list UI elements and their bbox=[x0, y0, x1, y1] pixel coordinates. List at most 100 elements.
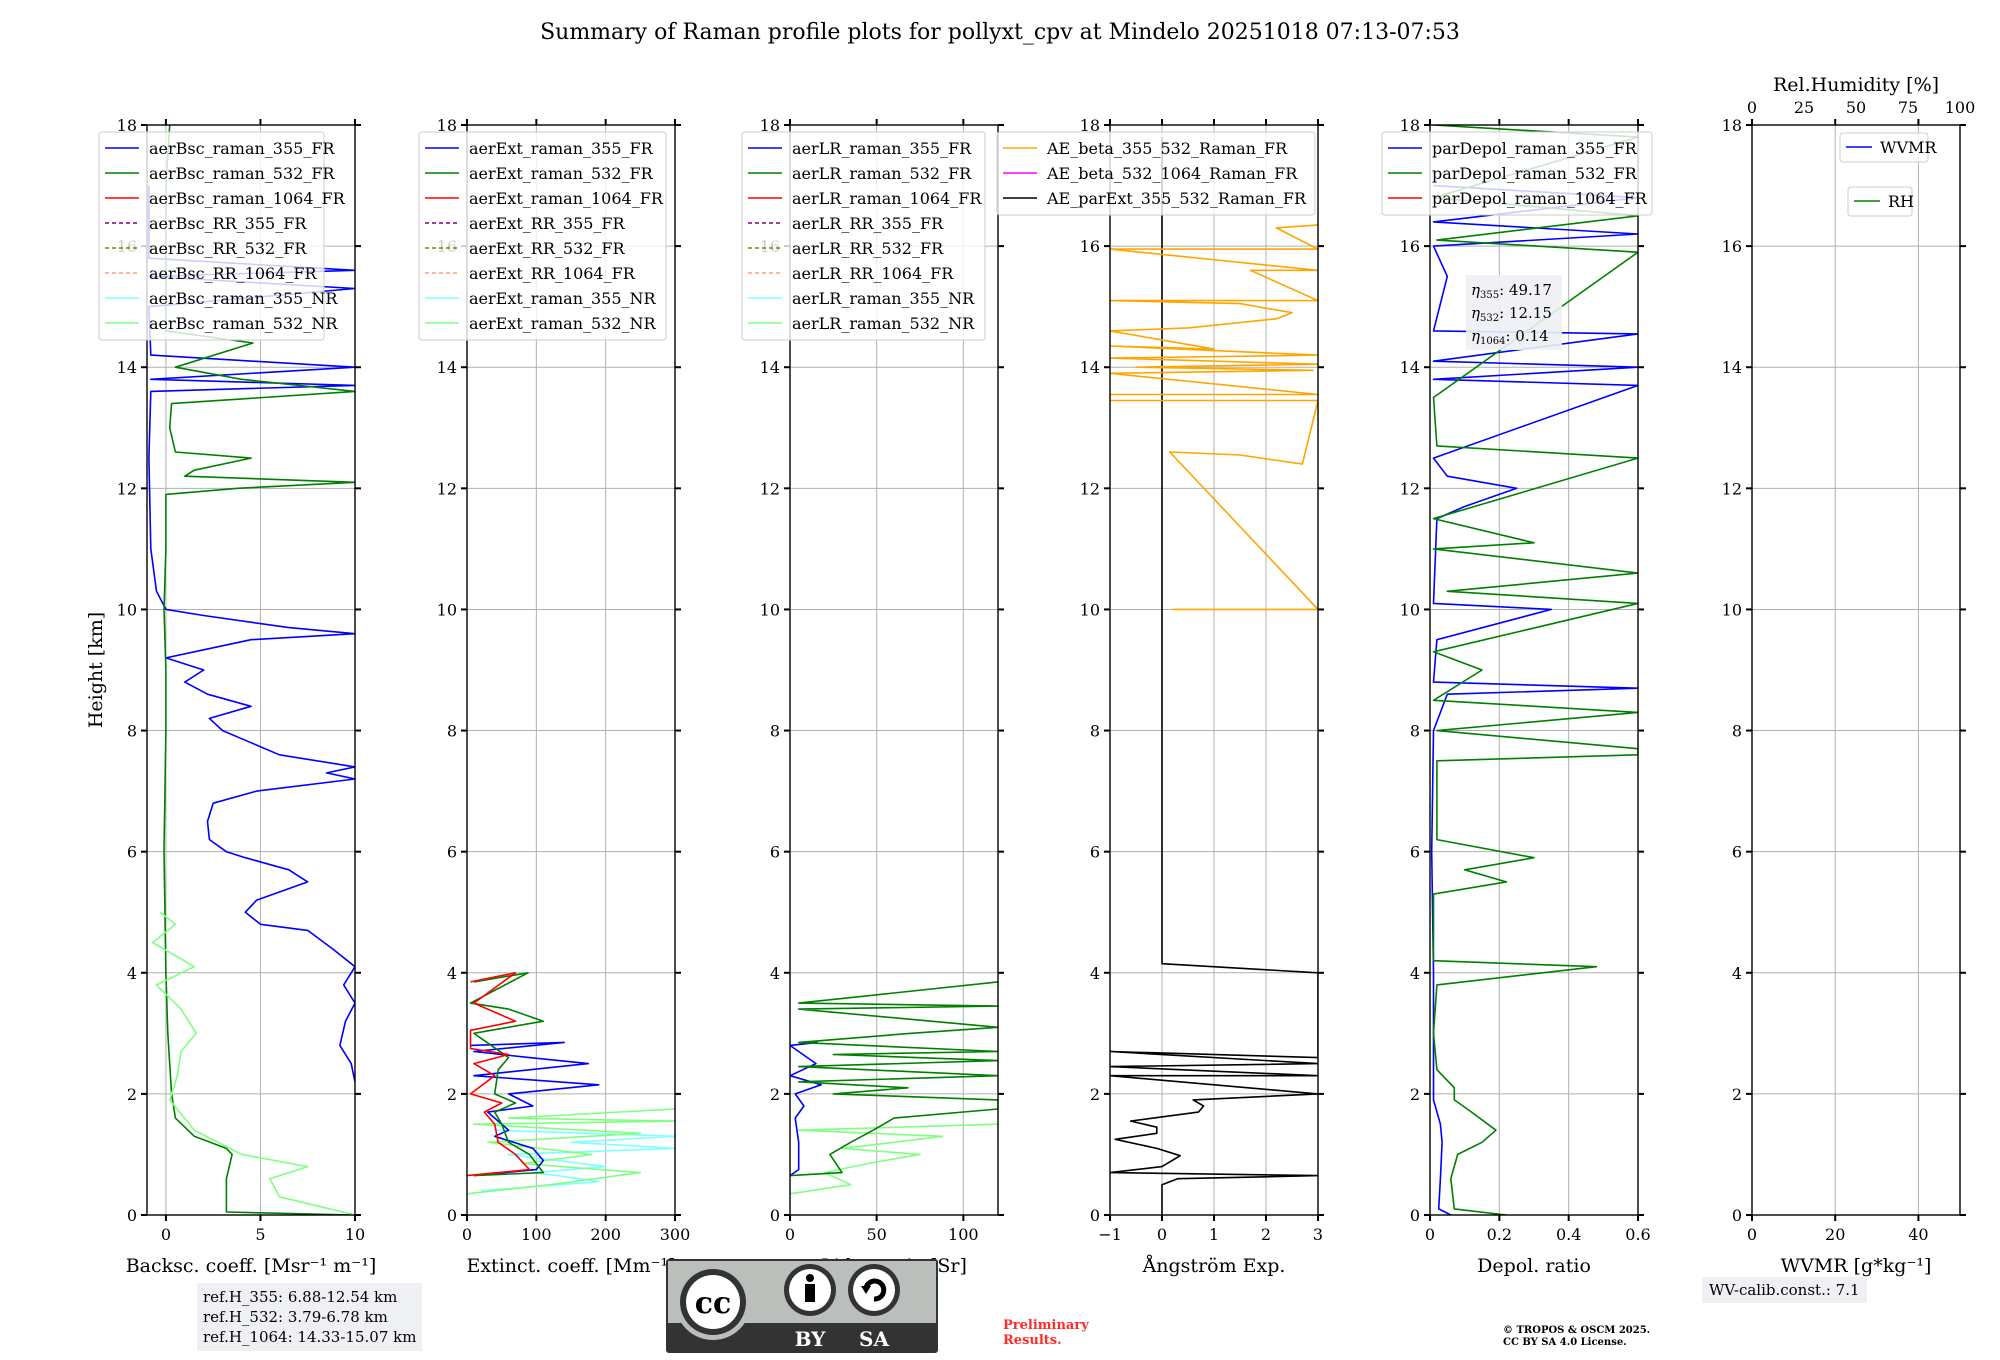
y-tick-label: 4 bbox=[1090, 964, 1100, 983]
y-tick-label: 18 bbox=[1400, 116, 1420, 135]
y-tick-label: 0 bbox=[1410, 1206, 1420, 1225]
copyright-line-1: © TROPOS & OSCM 2025. bbox=[1503, 1325, 1651, 1336]
y-tick-label: 0 bbox=[1732, 1206, 1742, 1225]
legend-label: aerBsc_raman_355_FR bbox=[149, 139, 335, 158]
series-line-AE_parExt_355_532_Raman_FR bbox=[1110, 137, 1318, 1215]
x2-tick-label: 75 bbox=[1898, 98, 1918, 117]
y-tick-label: 4 bbox=[1732, 964, 1742, 983]
axes-frame bbox=[466, 124, 676, 1216]
panel-wv: 0 20 40 0 2 4 6 8 10 12 14 16 18 WVMR [g*kg⁻¹] 0 25 50 75… bbox=[1722, 74, 1976, 1277]
y-tick-label: 18 bbox=[437, 116, 457, 135]
x-tick-label: 0 bbox=[1157, 1225, 1167, 1244]
y-tick-label: 10 bbox=[437, 600, 457, 619]
series-group bbox=[148, 125, 355, 1215]
y-tick-label: 6 bbox=[127, 843, 137, 862]
ref-height-532: ref.H_532: 3.79-6.78 km bbox=[203, 1308, 388, 1326]
x-tick-label: 0 bbox=[161, 1225, 171, 1244]
legend-label: RH bbox=[1888, 192, 1914, 211]
x-tick-label: 50 bbox=[866, 1225, 886, 1244]
eta-symbol: η bbox=[1471, 304, 1480, 322]
copyright-line-2: CC BY SA 4.0 License. bbox=[1503, 1337, 1627, 1348]
legend-label: aerBsc_raman_532_NR bbox=[149, 314, 338, 333]
by-label: BY bbox=[795, 1327, 827, 1351]
axes-frame bbox=[1429, 124, 1639, 1216]
series-line-aerExt_raman_355_FR bbox=[470, 1041, 600, 1177]
eta-subscript: 532 bbox=[1480, 313, 1499, 324]
legend-label: aerLR_raman_355_FR bbox=[792, 139, 972, 158]
series-line-parDepol_raman_355_FR bbox=[1430, 184, 1638, 1215]
axes-frame bbox=[146, 124, 356, 1216]
y-tick-label: 18 bbox=[760, 116, 780, 135]
x2-tick-label: 50 bbox=[1846, 98, 1866, 117]
ref-height-1064: ref.H_1064: 14.33-15.07 km bbox=[203, 1328, 417, 1346]
y-tick-label: 4 bbox=[1410, 964, 1420, 983]
x-tick-label: 0 bbox=[1425, 1225, 1435, 1244]
y-tick-label: 12 bbox=[1080, 479, 1100, 498]
y-tick-label: 4 bbox=[447, 964, 457, 983]
y-tick-label: 6 bbox=[1732, 843, 1742, 862]
legend-label: aerExt_RR_1064_FR bbox=[469, 264, 636, 283]
legend-label: aerExt_RR_355_FR bbox=[469, 214, 626, 233]
preliminary-line-1: Preliminary bbox=[1003, 1318, 1089, 1333]
y-tick-label: 4 bbox=[127, 964, 137, 983]
eta-value: : 12.15 bbox=[1499, 304, 1552, 322]
sa-icon bbox=[853, 1269, 895, 1311]
y-tick-label: 6 bbox=[770, 843, 780, 862]
y-axis-label: Height [km] bbox=[85, 612, 107, 728]
y-tick-label: 18 bbox=[1722, 116, 1742, 135]
legend-label: aerExt_raman_1064_FR bbox=[469, 189, 664, 208]
share-alike-arrow bbox=[863, 1278, 887, 1302]
x-axis-label: Ångström Exp. bbox=[1142, 1255, 1286, 1277]
person-head bbox=[806, 1274, 814, 1282]
wv-calibration-box: WV-calib.const.: 7.1 bbox=[1702, 1277, 1867, 1303]
series-line-AE_beta_355_532_Raman_FR bbox=[1110, 224, 1318, 611]
eta-annotation-line: η355: 49.17 bbox=[1471, 281, 1552, 301]
x-tick-label: 0 bbox=[785, 1225, 795, 1244]
series-line-aerLR_raman_532_FR bbox=[790, 981, 998, 1177]
reference-heights-box: ref.H_355: 6.88-12.54 km ref.H_532: 3.79… bbox=[197, 1283, 423, 1351]
person-body bbox=[805, 1284, 815, 1302]
legend-label: parDepol_raman_1064_FR bbox=[1432, 189, 1648, 208]
legend-label: aerExt_raman_355_FR bbox=[469, 139, 654, 158]
y-tick-label: 2 bbox=[1410, 1085, 1420, 1104]
x-tick-label: 0 bbox=[462, 1225, 472, 1244]
series-line-aerBsc_raman_532_FR bbox=[163, 125, 355, 1215]
panel-ext: 0100200300024681012141618Extinct. coeff.… bbox=[418, 116, 690, 1277]
share-alike-arrowhead bbox=[861, 1286, 871, 1294]
y-tick-label: 0 bbox=[770, 1206, 780, 1225]
y-tick-label: 10 bbox=[117, 600, 137, 619]
x2-tick-label: 25 bbox=[1794, 98, 1814, 117]
x-tick-label: −1 bbox=[1098, 1225, 1122, 1244]
y-tick-label: 8 bbox=[447, 722, 457, 741]
legend-box bbox=[1381, 131, 1653, 216]
x-tick-label: 200 bbox=[590, 1225, 621, 1244]
series-line-aerExt_raman_532_NR bbox=[467, 1108, 675, 1195]
x-tick-label: 0 bbox=[1747, 1225, 1757, 1244]
legend-label: aerLR_RR_355_FR bbox=[792, 214, 944, 233]
axes-frame bbox=[789, 124, 999, 1216]
legend-label: aerBsc_RR_355_FR bbox=[149, 214, 307, 233]
x-axis-label: Depol. ratio bbox=[1477, 1255, 1591, 1277]
legend-label: aerBsc_raman_1064_FR bbox=[149, 189, 346, 208]
y-tick-label: 14 bbox=[1722, 358, 1742, 377]
x2-axis-label: Rel.Humidity [%] bbox=[1773, 74, 1939, 96]
x-tick-label: 0.4 bbox=[1556, 1225, 1581, 1244]
x-axis-label: Backsc. coeff. [Msr⁻¹ m⁻¹] bbox=[126, 1255, 377, 1277]
figure-title: Summary of Raman profile plots for polly… bbox=[540, 20, 1460, 45]
legend-label: AE_parExt_355_532_Raman_FR bbox=[1046, 189, 1307, 208]
x-axis-label: WVMR [g*kg⁻¹] bbox=[1781, 1255, 1932, 1277]
y-tick-label: 16 bbox=[1722, 237, 1742, 256]
legend-label: aerLR_raman_355_NR bbox=[792, 289, 975, 308]
y-tick-label: 6 bbox=[1090, 843, 1100, 862]
legend-label: aerBsc_raman_532_FR bbox=[149, 164, 335, 183]
y-tick-label: 10 bbox=[1080, 600, 1100, 619]
series-line-aerExt_raman_1064_FR bbox=[467, 972, 531, 1177]
cc-by-sa-icon: cc BY SA bbox=[666, 1259, 938, 1353]
legend-label: aerExt_raman_532_NR bbox=[469, 314, 657, 333]
eta-annotation-line: η1064: 0.14 bbox=[1471, 327, 1549, 347]
legend-label: aerBsc_raman_355_NR bbox=[149, 289, 338, 308]
x-axis-label: Extinct. coeff. [Mm⁻¹] bbox=[466, 1255, 675, 1277]
legend-box bbox=[98, 131, 325, 341]
y-tick-label: 18 bbox=[1080, 116, 1100, 135]
